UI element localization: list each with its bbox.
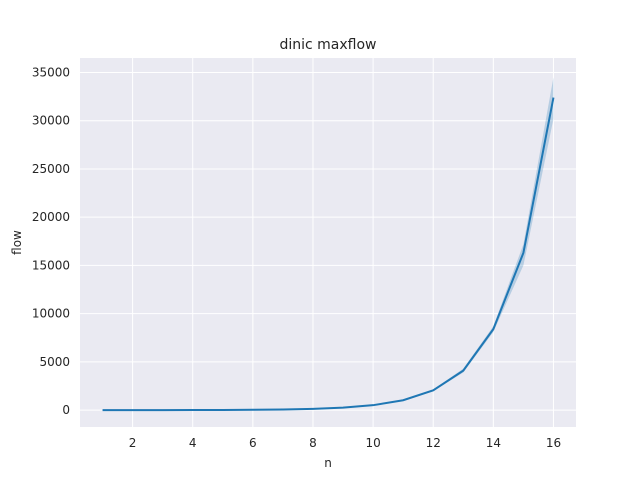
x-tick-label: 10 [365,436,380,450]
y-tick-label: 0 [62,403,70,417]
x-tick-label: 8 [309,436,317,450]
y-tick-label: 15000 [32,258,70,272]
y-tick-label: 35000 [32,65,70,79]
y-axis-label: flow [10,230,24,255]
plot-area [80,58,576,427]
x-tick-label: 6 [249,436,257,450]
grid-lines [80,58,576,427]
x-tick-label: 14 [486,436,501,450]
y-tick-label: 5000 [39,355,70,369]
x-tick-label: 12 [426,436,441,450]
x-tick-label: 4 [189,436,197,450]
chart-title: dinic maxflow [279,37,376,53]
x-axis-label: n [324,456,332,470]
x-tick-label: 2 [129,436,137,450]
x-tick-labels: 2 4 6 8 10 12 14 16 [129,436,561,450]
y-tick-label: 25000 [32,162,70,176]
x-tick-label: 16 [546,436,561,450]
series-line [102,97,555,412]
y-tick-label: 20000 [32,210,70,224]
y-tick-label: 10000 [32,307,70,321]
y-tick-label: 30000 [32,114,70,128]
y-tick-labels: 0 5000 10000 15000 20000 25000 30000 35000 [32,65,70,417]
